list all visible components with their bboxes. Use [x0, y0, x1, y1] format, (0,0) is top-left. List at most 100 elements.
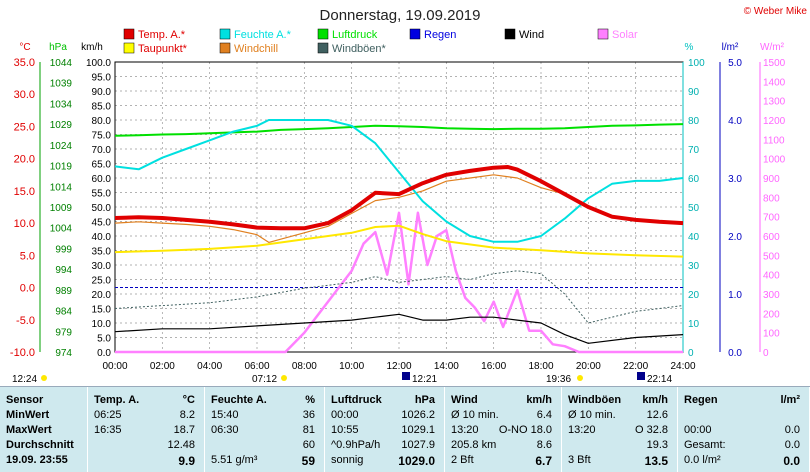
temp-tick: 35.0 [14, 57, 35, 69]
temp-tick: 25.0 [14, 121, 35, 133]
pct-tick: 0 [688, 348, 694, 359]
series-tempa [114, 165, 684, 231]
kmh-tick: 80.0 [92, 116, 112, 127]
copyright: © Weber Mike [744, 6, 808, 17]
hpa-tick: 1019 [50, 162, 73, 173]
temp-tick: 30.0 [14, 89, 35, 101]
solar-tick: 0 [763, 348, 769, 359]
column-title: Feuchte A. [211, 394, 267, 406]
kmh-tick: 20.0 [92, 290, 112, 301]
series-taupunkt [114, 224, 684, 258]
legend-label: Temp. A.* [138, 29, 186, 41]
moonset-label: 12:24 [12, 374, 37, 385]
column-unit: hPa [414, 394, 435, 406]
legend-label: Luftdruck [332, 29, 378, 41]
row-value: 36 [302, 409, 315, 421]
chart-title: Donnerstag, 19.09.2019 [320, 7, 481, 24]
row-value: 12.6 [646, 409, 668, 421]
hpa-tick: 994 [55, 265, 72, 276]
table-column [0, 387, 88, 472]
legend-swatch [123, 42, 135, 54]
weather-chart: Donnerstag, 19.09.2019 © Weber Mike Temp… [10, 6, 808, 385]
temp-tick: 0.0 [20, 283, 35, 295]
legend-swatch [219, 28, 231, 40]
solar-tick: 500 [763, 251, 780, 262]
moon-culm-label: 12:21 [412, 374, 437, 385]
pct-tick: 90 [688, 87, 700, 98]
row-value: 9.9 [178, 454, 195, 468]
legend-swatch [317, 42, 329, 54]
kmh-tick: 15.0 [92, 305, 112, 316]
pct-tick: 50 [688, 203, 700, 214]
row-subvalue: 205.8 km [451, 439, 497, 451]
x-tick: 00:00 [102, 361, 127, 372]
x-tick: 08:00 [292, 361, 317, 372]
hpa-tick: 1024 [50, 141, 73, 152]
kmh-tick: 100.0 [86, 58, 111, 69]
solar-tick: 700 [763, 213, 780, 224]
row-value: 13.5 [644, 454, 668, 468]
moon-culm-icon [402, 372, 410, 380]
row-label: MinWert [6, 409, 50, 421]
rain-tick: 4.0 [728, 116, 742, 127]
solar-tick: 400 [763, 271, 780, 282]
row-value: 0.0 [784, 439, 800, 451]
row-value: O-NO 18.0 [498, 424, 552, 436]
legend: Temp. A.* Feuchte A.* Luftdruck Regen Wind So… [123, 28, 638, 55]
kmh-tick: 30.0 [92, 261, 112, 272]
hpa-tick: 1034 [50, 99, 73, 110]
x-tick: 02:00 [150, 361, 175, 372]
table-column [205, 387, 325, 472]
row-subvalue: 06:25 [94, 409, 122, 421]
row-subvalue: 00:00 [684, 424, 712, 436]
row-subvalue: 00:00 [331, 409, 359, 421]
row-value: 1027.9 [401, 439, 435, 451]
row-subvalue: 15:40 [211, 409, 239, 421]
kmh-tick: 70.0 [92, 145, 112, 156]
solar-tick: 800 [763, 193, 780, 204]
hpa-tick: 1039 [50, 79, 73, 90]
row-value: 12.48 [167, 439, 195, 451]
hpa-tick: 1029 [50, 120, 73, 131]
table-column [325, 387, 445, 472]
column-title: Luftdruck [331, 394, 382, 406]
solar-tick: 600 [763, 232, 780, 243]
row-subvalue: Gesamt: [684, 439, 726, 451]
hpa-tick: 974 [55, 348, 72, 359]
pct-tick: 10 [688, 319, 700, 330]
x-tick: 24:00 [670, 361, 695, 372]
sun-moon-markers: 12:24 07:12 12:21 19:36 22:14 [12, 372, 672, 385]
sunrise-label: 07:12 [252, 374, 277, 385]
legend-swatch [123, 28, 135, 40]
hpa-tick: 1004 [50, 224, 73, 235]
hpa-unit: hPa [49, 42, 67, 53]
row-subvalue: 06:30 [211, 424, 239, 436]
row-value: 1026.2 [401, 409, 435, 421]
kmh-tick: 45.0 [92, 218, 112, 229]
row-value: 81 [302, 424, 315, 436]
legend-swatch [504, 28, 516, 40]
kmh-tick: 75.0 [92, 131, 112, 142]
legend-label: Solar [612, 29, 638, 41]
hpa-tick: 1044 [50, 58, 73, 69]
row-subvalue: Ø 10 min. [568, 409, 616, 421]
legend-swatch [317, 28, 329, 40]
row-subvalue: sonnig [331, 454, 364, 466]
row-label: Durchschnitt [6, 439, 74, 451]
solar-tick: 300 [763, 290, 780, 301]
hpa-tick: 1014 [50, 182, 73, 193]
kmh-tick: 25.0 [92, 276, 112, 287]
kmh-tick: 55.0 [92, 189, 112, 200]
solar-tick: 1100 [763, 135, 785, 146]
temp-tick: 10.0 [14, 218, 35, 230]
x-tick: 18:00 [528, 361, 553, 372]
rain-unit: l/m² [722, 42, 739, 53]
row-subvalue: 2 Bft [451, 454, 474, 466]
kmh-tick: 5.0 [97, 334, 111, 345]
x-tick: 04:00 [197, 361, 222, 372]
axes: °C hPa km/h% l/m² W/m² 35.0 30.0 25.0 20.0 15.0 10… [10, 42, 786, 372]
column-unit: °C [182, 394, 195, 406]
pct-tick: 80 [688, 116, 700, 127]
pct-tick: 30 [688, 261, 700, 272]
legend-swatch [219, 42, 231, 54]
